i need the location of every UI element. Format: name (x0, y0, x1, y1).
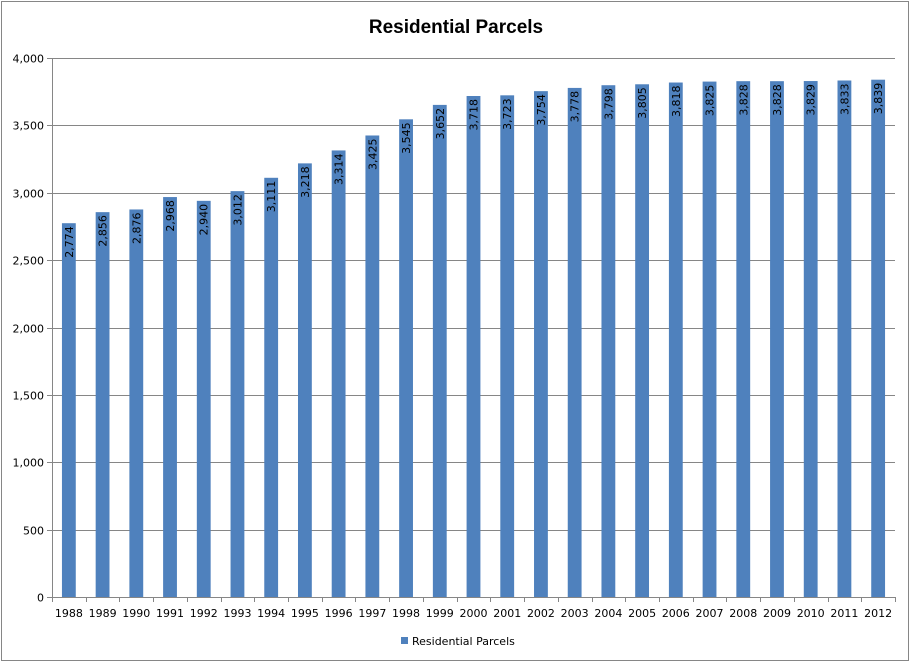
bar (601, 85, 616, 598)
bar (163, 197, 177, 597)
data-label: 3,825 (704, 85, 717, 117)
bar (567, 87, 582, 598)
data-label: 3,828 (737, 84, 750, 116)
bar (230, 191, 245, 597)
data-label: 2,940 (198, 204, 211, 236)
data-label: 2,856 (97, 215, 110, 247)
chart-title: Residential Parcels (369, 17, 543, 38)
bar (635, 84, 650, 598)
bar (770, 81, 784, 597)
y-tick-label: 500 (23, 525, 44, 538)
bar (466, 95, 481, 597)
x-tick-label: 2009 (763, 607, 791, 620)
x-tick-label: 1991 (156, 607, 184, 620)
x-tick-label: 1988 (55, 607, 83, 620)
data-label: 3,425 (366, 138, 379, 170)
legend-swatch (401, 637, 408, 644)
x-tick-label: 2011 (830, 607, 858, 620)
data-label: 2,968 (164, 200, 177, 232)
data-label: 3,829 (805, 84, 818, 116)
x-tick-label: 1993 (223, 607, 251, 620)
data-label: 2,876 (130, 212, 143, 244)
data-label: 3,828 (771, 84, 784, 116)
x-tick-label: 2002 (527, 607, 555, 620)
data-label: 3,723 (501, 98, 514, 129)
bar (803, 81, 818, 598)
bar (837, 80, 852, 598)
data-label: 3,545 (400, 122, 413, 154)
bar (331, 150, 346, 597)
bar (534, 91, 548, 597)
x-tick-label: 1996 (325, 607, 353, 620)
bar (668, 82, 683, 598)
bar (432, 104, 447, 597)
y-tick-label: 0 (37, 592, 44, 605)
data-label: 2,774 (63, 226, 76, 257)
data-label: 3,798 (602, 88, 615, 120)
x-tick-label: 2010 (797, 607, 825, 620)
data-label: 3,111 (265, 181, 278, 213)
x-tick-label: 1989 (89, 607, 117, 620)
x-tick-label: 2006 (662, 607, 690, 620)
y-tick-label: 1,500 (13, 390, 45, 403)
y-axis-ticks: 0 500 1,000 1,500 2,000 2,500 3,000 3,500 4,000 (13, 53, 45, 605)
x-tick-label: 2003 (561, 607, 589, 620)
x-tick-label: 1998 (392, 607, 420, 620)
x-tick-label: 2000 (460, 607, 488, 620)
data-label: 3,805 (636, 87, 649, 119)
x-tick-label: 1994 (257, 607, 285, 620)
bar (365, 135, 380, 597)
bar (297, 163, 312, 597)
data-label: 3,833 (838, 84, 851, 116)
x-tick-label: 2001 (493, 607, 521, 620)
x-tick-label: 2012 (864, 607, 892, 620)
bar (61, 223, 76, 598)
data-label: 3,012 (231, 194, 244, 226)
data-labels: 2,774 2,856 2,876 2,968 2,940 3,012 3,111 3,218… (63, 83, 885, 258)
bar (500, 95, 515, 598)
bar (399, 119, 413, 597)
legend: Residential Parcels (401, 635, 515, 648)
bars (61, 79, 886, 598)
x-tick-label: 2007 (696, 607, 724, 620)
data-label: 3,218 (299, 166, 312, 198)
x-tick-label: 2004 (594, 607, 622, 620)
data-label: 3,839 (872, 83, 885, 115)
x-tick-label: 1990 (122, 607, 150, 620)
legend-label: Residential Parcels (412, 635, 515, 648)
x-tick-label: 2005 (628, 607, 656, 620)
bar (871, 79, 886, 597)
bar (129, 209, 144, 598)
data-label: 3,314 (333, 153, 346, 185)
y-tick-label: 2,500 (13, 255, 45, 268)
y-tick-label: 2,000 (13, 323, 45, 336)
bar (736, 81, 751, 597)
x-tick-label: 1999 (426, 607, 454, 620)
x-tick-label: 1997 (358, 607, 386, 620)
bar (196, 200, 211, 597)
x-axis-ticks: 1988 1989 1990 1991 1992 1993 1994 1995 1996 1997… (52, 597, 896, 620)
x-tick-label: 2008 (729, 607, 757, 620)
x-tick-label: 1995 (291, 607, 319, 620)
data-label: 3,754 (535, 94, 548, 126)
bar (95, 212, 110, 598)
y-tick-label: 4,000 (13, 53, 45, 66)
data-label: 3,778 (569, 91, 582, 123)
y-tick-label: 3,000 (13, 188, 45, 201)
y-tick-label: 1,000 (13, 457, 45, 470)
bar (264, 177, 279, 597)
y-tick-label: 3,500 (13, 120, 45, 133)
x-tick-label: 1992 (190, 607, 218, 620)
bar (702, 81, 717, 598)
data-label: 3,718 (468, 99, 481, 131)
data-label: 3,818 (670, 86, 683, 118)
data-label: 3,652 (434, 108, 447, 140)
